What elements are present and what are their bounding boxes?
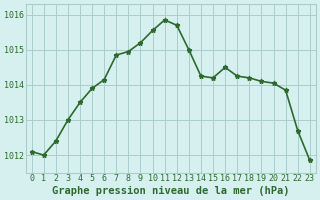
X-axis label: Graphe pression niveau de la mer (hPa): Graphe pression niveau de la mer (hPa) [52,186,290,196]
